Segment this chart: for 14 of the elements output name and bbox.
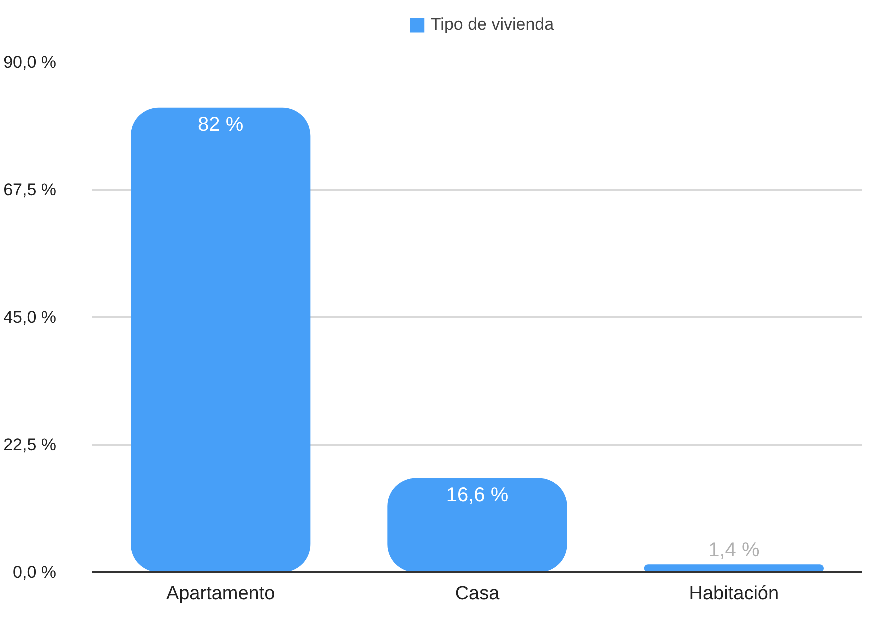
legend-label: Tipo de vivienda <box>430 15 554 35</box>
x-tick-label: Habitación <box>689 584 780 604</box>
y-tick-label: 45,0 % <box>4 308 57 327</box>
data-label: 1,4 % <box>708 540 760 562</box>
bar <box>131 108 311 572</box>
data-label: 82 % <box>198 114 244 136</box>
y-tick-label: 67,5 % <box>4 180 57 200</box>
x-tick-label: Casa <box>455 584 500 604</box>
y-tick-label: 0,0 % <box>13 563 57 582</box>
y-tick-label: 90,0 % <box>4 53 57 72</box>
x-tick-label: Apartamento <box>166 584 276 604</box>
y-tick-label: 22,5 % <box>4 436 57 454</box>
data-label: 16,6 % <box>446 484 509 507</box>
bar <box>388 478 568 572</box>
